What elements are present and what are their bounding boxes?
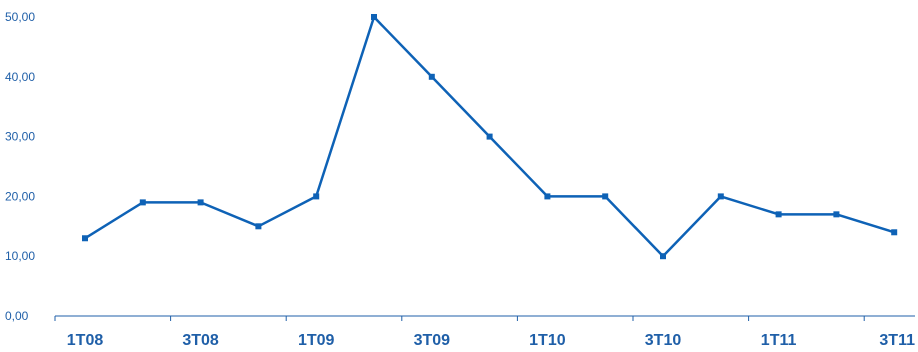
data-point-markers (82, 14, 898, 260)
data-point-marker (486, 133, 493, 140)
data-point-marker (313, 193, 320, 200)
data-point-marker (255, 223, 262, 230)
y-tick-label: 50,00 (5, 10, 35, 24)
x-axis-tick-labels: 1T08 3T08 1T09 3T09 1T10 3T10 1T11 3T11 (67, 332, 915, 349)
data-point-marker (717, 193, 724, 200)
x-tick-label: 3T10 (645, 332, 682, 349)
x-tick-label: 1T08 (67, 332, 104, 349)
x-tick-label: 1T09 (298, 332, 335, 349)
data-point-marker (197, 199, 204, 206)
y-axis-tick-labels: 0,00 10,00 20,00 30,00 40,00 50,00 (5, 10, 35, 323)
data-point-marker (371, 14, 377, 20)
data-point-marker (82, 235, 88, 242)
y-tick-label: 40,00 (5, 70, 35, 84)
data-point-marker (139, 199, 146, 206)
x-tick-label: 3T09 (414, 332, 451, 349)
y-tick-label: 10,00 (5, 249, 35, 263)
data-point-marker (428, 73, 435, 80)
x-tick-label: 3T08 (182, 332, 219, 349)
y-tick-label: 0,00 (5, 309, 29, 323)
y-tick-label: 30,00 (5, 130, 35, 144)
x-tick-label: 1T11 (761, 332, 797, 349)
x-axis-ticks (54, 316, 865, 321)
data-point-marker (891, 229, 898, 236)
x-tick-label: 1T10 (529, 332, 566, 349)
x-tick-label: 3T11 (879, 332, 915, 349)
data-point-marker (833, 211, 840, 218)
data-point-marker (544, 193, 551, 200)
data-point-marker (602, 193, 609, 200)
data-point-marker (660, 253, 666, 260)
y-tick-label: 20,00 (5, 189, 35, 203)
data-point-marker (775, 211, 782, 218)
